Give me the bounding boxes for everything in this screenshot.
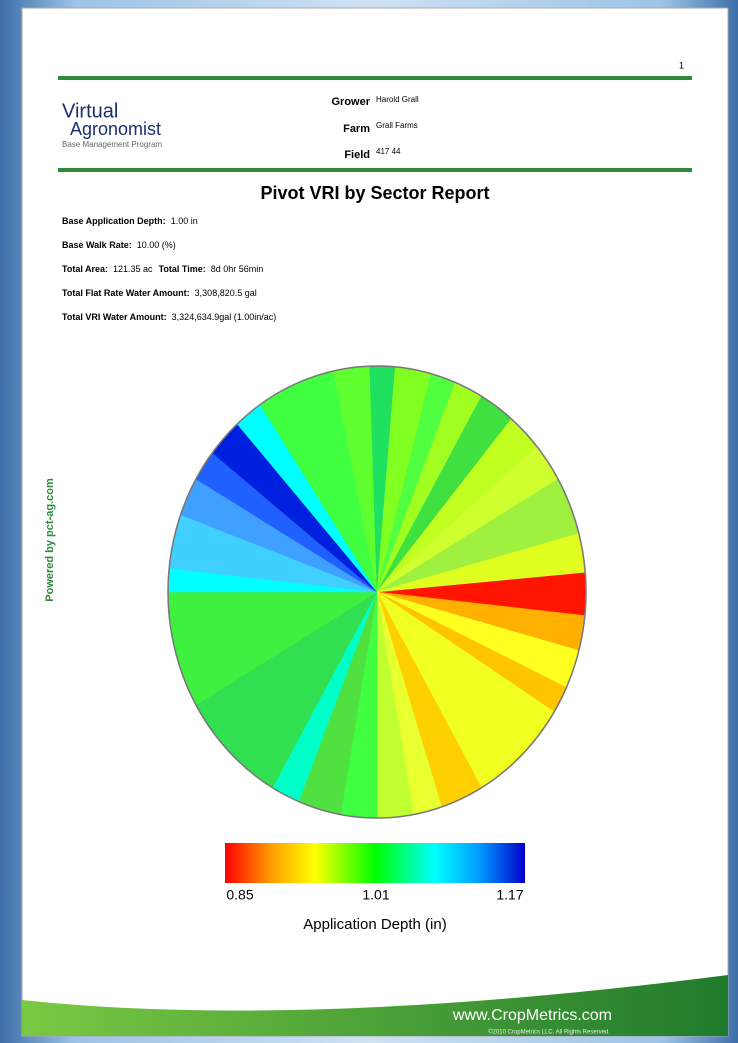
- logo: Virtual: [62, 100, 118, 122]
- stat-value: 3,308,820.5 gal: [195, 288, 257, 298]
- colorbar: [225, 843, 525, 883]
- stat-line: Base Walk Rate: 10.00 (%): [62, 240, 176, 250]
- stat-line: Base Application Depth: 1.00 in: [62, 216, 198, 226]
- colorbar-tick: 1.01: [362, 887, 389, 903]
- stat-label: Total Area:: [62, 264, 108, 274]
- stat-line: Total Flat Rate Water Amount: 3,308,820.5…: [62, 288, 257, 298]
- stat-line: Total Area: 121.35 ac Total Time: 8d 0hr 56…: [62, 264, 263, 274]
- stat-label: Total Flat Rate Water Amount:: [62, 288, 190, 298]
- title: Pivot VRI by Sector Report: [260, 183, 489, 203]
- footer-copyright: ©2010 CropMetrics LLC. All Rights Reserv…: [488, 1029, 610, 1036]
- stat-value: 10.00 (%): [137, 240, 176, 250]
- label: Farm: [343, 123, 370, 135]
- value: 417 44: [376, 147, 401, 156]
- footer-band: [22, 975, 728, 1036]
- sector-outline: [167, 365, 587, 819]
- side-text: Powered by pct-ag.com: [44, 478, 56, 602]
- rule: [58, 76, 692, 80]
- colorbar-tick: 1.17: [496, 887, 523, 903]
- colorbar-label: Application Depth (in): [303, 916, 446, 933]
- value: Harold Grall: [376, 95, 419, 104]
- stat-value: 121.35 ac: [113, 264, 153, 274]
- stat-value: 8d 0hr 56min: [211, 264, 264, 274]
- rule: [58, 168, 692, 172]
- page-number: 1: [679, 60, 684, 70]
- stat-label: Total Time:: [159, 264, 206, 274]
- footer-url: www.CropMetrics.com: [452, 1007, 612, 1024]
- colorbar-tick: 0.85: [226, 887, 253, 903]
- stat-value: 3,324,634.9gal (1.00in/ac): [172, 312, 277, 322]
- stat-label: Total VRI Water Amount:: [62, 312, 167, 322]
- stat-value: 1.00 in: [171, 216, 198, 226]
- stat-line: Total VRI Water Amount: 3,324,634.9gal (1…: [62, 312, 276, 322]
- label: Grower: [331, 96, 370, 108]
- logo-tagline: Base Management Program: [62, 140, 162, 149]
- logo: Agronomist: [70, 119, 161, 139]
- label: Field: [344, 149, 370, 161]
- sector-map: [167, 365, 587, 819]
- stat-label: Base Walk Rate:: [62, 240, 132, 250]
- stat-label: Base Application Depth:: [62, 216, 166, 226]
- value: Grall Farms: [376, 121, 418, 130]
